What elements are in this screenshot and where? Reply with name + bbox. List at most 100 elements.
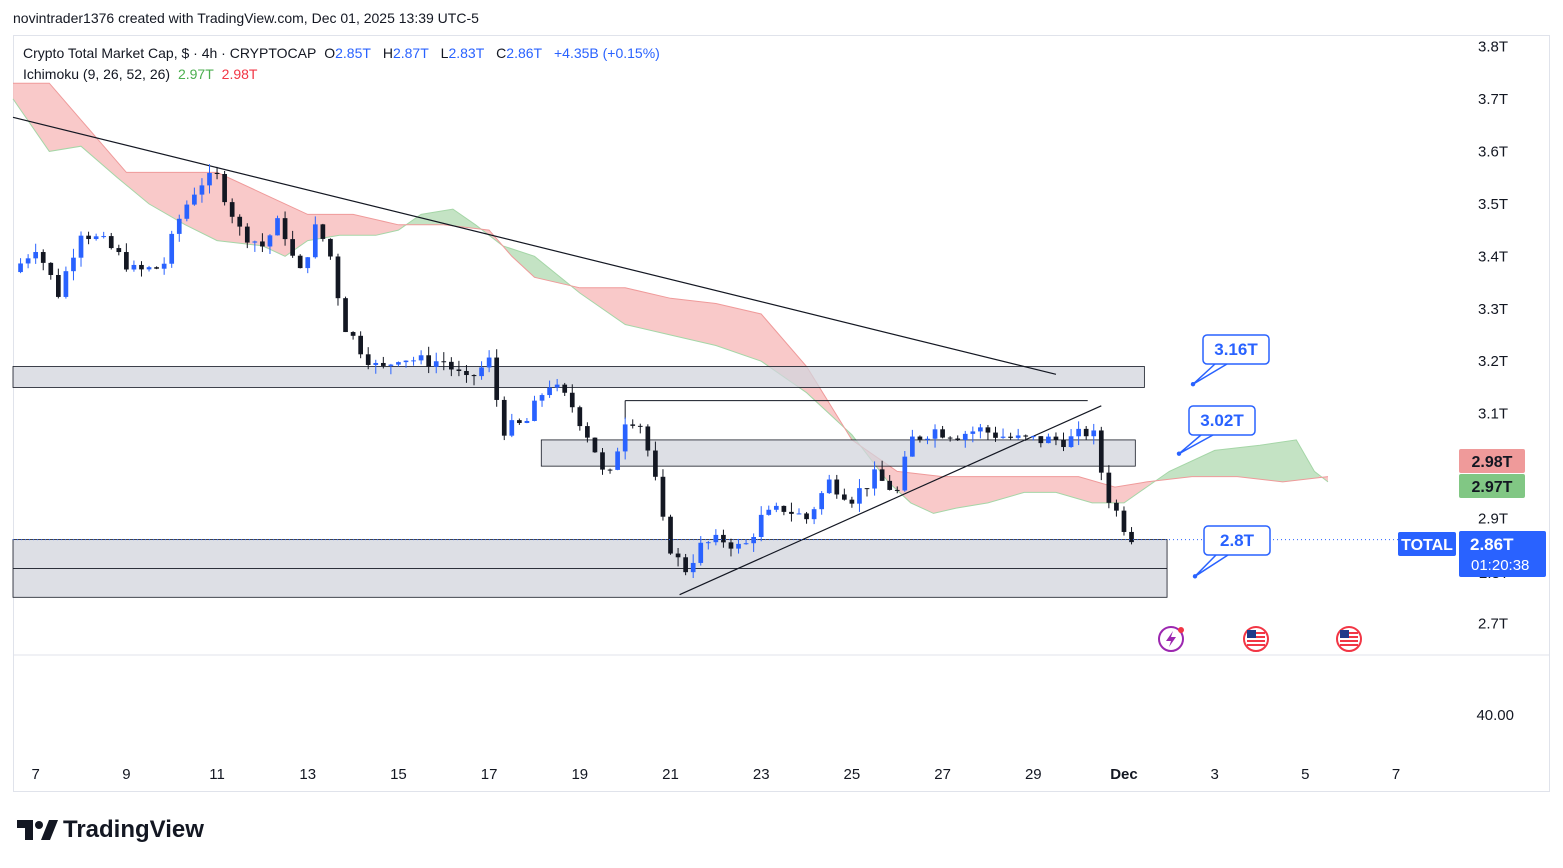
candle-up[interactable] <box>1091 430 1097 437</box>
candle-down[interactable] <box>471 375 477 377</box>
candle-up[interactable] <box>615 451 620 470</box>
candle-down[interactable] <box>630 424 636 426</box>
candle-up[interactable] <box>275 218 280 236</box>
candle-down[interactable] <box>879 469 885 481</box>
candle-down[interactable] <box>834 479 840 495</box>
candle-down[interactable] <box>947 437 953 439</box>
candle-down[interactable] <box>569 392 575 408</box>
candle-down[interactable] <box>1121 510 1127 532</box>
candle-up[interactable] <box>25 258 31 264</box>
candle-down[interactable] <box>607 469 613 471</box>
candle-up[interactable] <box>857 488 862 504</box>
candle-down[interactable] <box>380 362 386 366</box>
candle-down[interactable] <box>993 432 998 438</box>
candle-up[interactable] <box>902 456 908 491</box>
candle-down[interactable] <box>592 437 598 453</box>
candle-up[interactable] <box>305 257 311 269</box>
candle-down[interactable] <box>1114 502 1119 511</box>
candle-down[interactable] <box>517 420 522 423</box>
candle-down[interactable] <box>86 235 91 240</box>
candle-down[interactable] <box>683 557 688 573</box>
candle-down[interactable] <box>40 252 46 263</box>
candle-down[interactable] <box>894 489 900 491</box>
candle-up[interactable] <box>925 438 930 440</box>
candle-down[interactable] <box>358 335 363 355</box>
candle-down[interactable] <box>1061 439 1066 448</box>
candle-up[interactable] <box>199 185 205 195</box>
candle-down[interactable] <box>1106 472 1112 503</box>
ascending-trendline[interactable] <box>679 405 1102 596</box>
candle-up[interactable] <box>93 236 99 240</box>
candle-up[interactable] <box>872 469 877 489</box>
candle-down[interactable] <box>887 480 893 490</box>
candle-up[interactable] <box>932 429 938 439</box>
candle-down[interactable] <box>721 534 726 543</box>
candle-down[interactable] <box>668 516 673 554</box>
last-price-tag[interactable] <box>1459 531 1546 577</box>
candle-down[interactable] <box>48 262 54 275</box>
candle-down[interactable] <box>849 499 855 504</box>
candle-down[interactable] <box>1083 428 1089 437</box>
candle-down[interactable] <box>841 494 847 500</box>
candle-up[interactable] <box>161 263 167 269</box>
candle-up[interactable] <box>751 536 756 544</box>
candle-up[interactable] <box>18 263 23 273</box>
candle-up[interactable] <box>539 395 545 401</box>
candle-down[interactable] <box>577 407 583 427</box>
candle-up[interactable] <box>1015 435 1021 438</box>
candle-up[interactable] <box>811 509 817 520</box>
candle-up[interactable] <box>554 384 560 388</box>
candle-up[interactable] <box>690 562 696 573</box>
candle-up[interactable] <box>433 361 439 367</box>
zone-upper[interactable] <box>12 366 1145 388</box>
candle-up[interactable] <box>962 433 968 441</box>
candle-up[interactable] <box>705 542 711 544</box>
candle-up[interactable] <box>509 420 515 436</box>
candle-down[interactable] <box>237 216 243 227</box>
candle-up[interactable] <box>101 236 107 238</box>
candle-up[interactable] <box>184 204 190 219</box>
candle-up[interactable] <box>63 271 69 297</box>
candle-down[interactable] <box>456 369 462 372</box>
candle-up[interactable] <box>698 542 704 563</box>
candle-down[interactable] <box>955 438 961 441</box>
candle-up[interactable] <box>373 362 379 365</box>
candle-down[interactable] <box>494 357 500 400</box>
candle-down[interactable] <box>645 426 651 451</box>
candle-down[interactable] <box>320 224 326 239</box>
candle-up[interactable] <box>71 257 76 272</box>
candle-up[interactable] <box>532 400 537 421</box>
tradingview-brand[interactable]: TradingView <box>15 816 204 844</box>
candle-up[interactable] <box>766 509 772 515</box>
candle-up[interactable] <box>131 264 137 270</box>
descending-trendline[interactable] <box>12 116 1057 375</box>
callout-box[interactable] <box>1188 405 1256 436</box>
candle-down[interactable] <box>441 361 447 363</box>
legend-symbol[interactable]: Crypto Total Market Cap, $ · 4h · CRYPTO… <box>23 45 317 61</box>
candle-down[interactable] <box>350 332 356 336</box>
candle-down[interactable] <box>789 511 794 514</box>
candle-down[interactable] <box>108 236 114 249</box>
candle-up[interactable] <box>396 362 401 365</box>
candle-down[interactable] <box>1008 436 1013 438</box>
candle-down[interactable] <box>426 355 432 367</box>
candle-down[interactable] <box>728 542 734 549</box>
candle-down[interactable] <box>781 505 787 512</box>
callout-box[interactable] <box>1203 525 1271 556</box>
candle-up[interactable] <box>176 218 182 234</box>
candle-up[interactable] <box>743 543 749 545</box>
candle-up[interactable] <box>78 235 84 258</box>
candle-up[interactable] <box>622 424 628 452</box>
candle-up[interactable] <box>146 267 152 270</box>
candle-up[interactable] <box>1068 436 1074 448</box>
candle-down[interactable] <box>229 202 235 217</box>
candle-down[interactable] <box>940 429 945 438</box>
candle-up[interactable] <box>403 360 409 363</box>
candle-up[interactable] <box>910 436 915 457</box>
candle-down[interactable] <box>124 252 129 270</box>
candle-down[interactable] <box>1053 436 1059 440</box>
candle-up[interactable] <box>388 364 394 366</box>
candle-down[interactable] <box>600 452 605 470</box>
candle-down[interactable] <box>864 488 870 490</box>
